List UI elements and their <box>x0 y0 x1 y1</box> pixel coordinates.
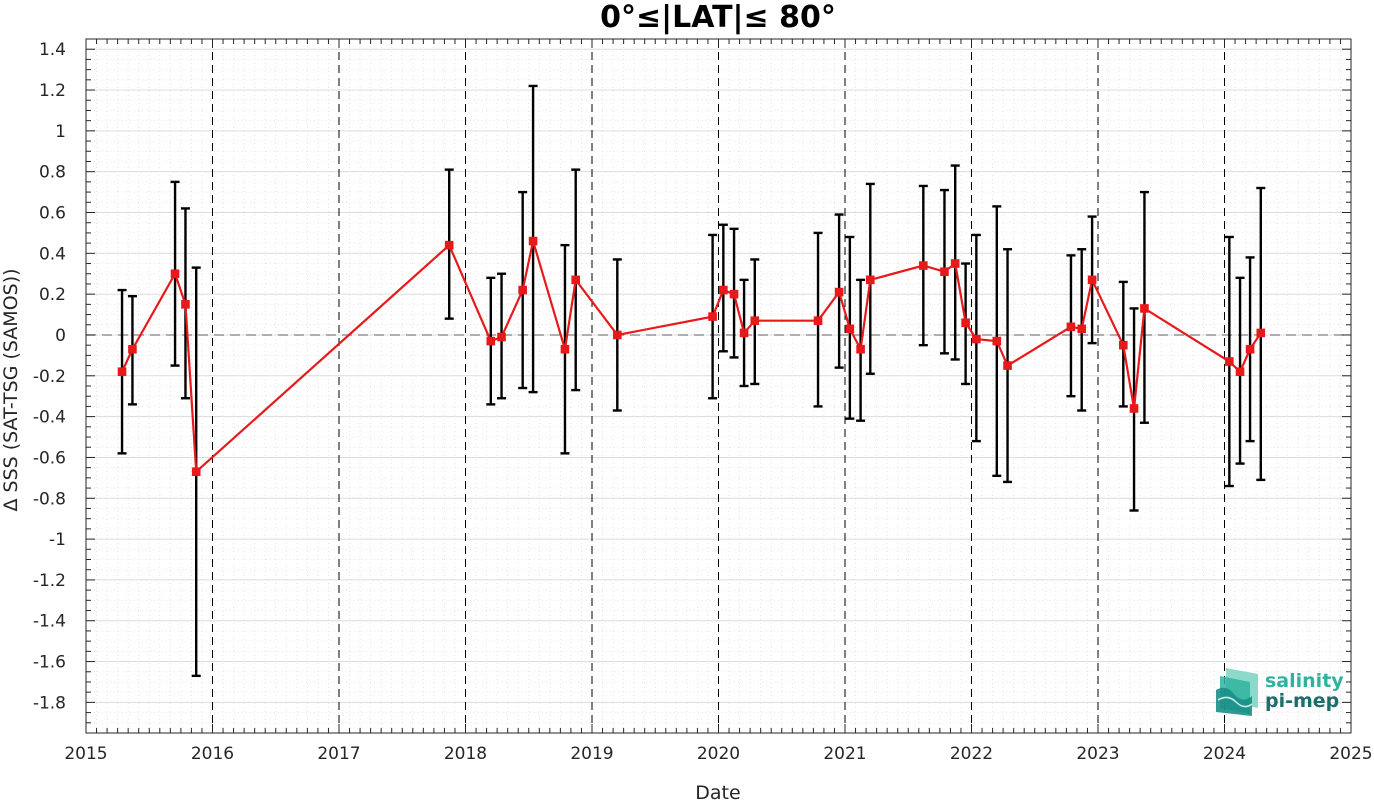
y-tick-label: -1.6 <box>33 653 66 673</box>
y-tick-label: 0.8 <box>39 163 66 183</box>
logo-text-pi-mep: pi-mep <box>1265 690 1339 712</box>
x-axis-title: Date <box>695 782 740 801</box>
data-point-marker <box>528 236 538 246</box>
data-point-marker <box>739 328 749 338</box>
chart-title: 0°≤|LAT|≤ 80° <box>600 0 836 35</box>
data-point-marker <box>117 367 127 377</box>
data-point-marker <box>1077 324 1087 334</box>
y-tick-label: -1.2 <box>33 571 66 591</box>
data-point-marker <box>1256 328 1266 338</box>
y-axis-title: Δ SSS (SAT-TSG (SAMOS)) <box>0 268 22 511</box>
y-tick-label: -1 <box>49 530 66 550</box>
axis-ticks <box>85 38 1351 734</box>
wave-logo-icon <box>1216 668 1258 716</box>
x-tick-label: 2023 <box>1076 744 1119 764</box>
data-point-marker <box>191 467 201 477</box>
data-point-marker <box>486 336 496 346</box>
data-point-marker <box>181 300 190 309</box>
data-point-marker <box>170 269 180 279</box>
y-tick-label: 1.4 <box>39 40 66 60</box>
y-tick-label: -0.2 <box>33 367 66 387</box>
data-point-marker <box>1235 367 1245 377</box>
x-tick-label: 2018 <box>444 744 487 764</box>
data-point-marker <box>708 312 717 321</box>
data-point-marker <box>729 289 739 299</box>
data-point-marker <box>834 287 844 297</box>
data-point-marker <box>1087 275 1097 285</box>
y-axis-tick-labels: -1.8 -1.6 -1.4 -1.2 -1 -0.8 -0.6 -0.4 -0.2 0 0.2 0.… <box>33 40 66 713</box>
y-tick-label: 1 <box>55 122 66 142</box>
data-point-marker <box>845 324 855 334</box>
series-markers <box>117 236 1266 477</box>
data-point-marker <box>497 332 506 342</box>
x-tick-label: 2015 <box>64 744 107 764</box>
data-point-marker <box>940 267 949 276</box>
data-point-marker <box>950 259 960 268</box>
x-tick-label: 2016 <box>191 744 234 764</box>
x-tick-label: 2017 <box>317 744 360 764</box>
data-point-marker <box>972 334 981 344</box>
data-point-marker <box>856 344 865 354</box>
y-tick-label: -0.8 <box>33 489 66 509</box>
y-tick-label: -1.4 <box>33 612 66 632</box>
data-point-marker <box>1066 322 1076 332</box>
data-point-marker <box>1119 340 1128 350</box>
series-line <box>121 240 1262 475</box>
y-tick-label: -1.8 <box>33 693 66 713</box>
y-tick-label: 0.4 <box>39 244 66 264</box>
y-tick-label: -0.6 <box>33 448 66 468</box>
salinity-pi-mep-logo: salinity pi-mep <box>1216 668 1344 716</box>
x-tick-label: 2025 <box>1329 744 1372 764</box>
x-axis-tick-labels: 2015 2016 2017 2018 2019 2020 2021 2022 2023 2024… <box>64 744 1372 764</box>
data-point-marker <box>444 240 454 250</box>
data-point-marker <box>1140 304 1149 313</box>
data-point-marker <box>613 330 622 340</box>
year-boundary-lines <box>212 39 1225 733</box>
x-tick-label: 2019 <box>570 744 613 764</box>
x-tick-label: 2020 <box>697 744 740 764</box>
data-point-marker <box>866 275 875 285</box>
data-point-marker <box>1245 344 1255 354</box>
data-point-marker <box>919 261 928 270</box>
y-tick-label: -0.4 <box>33 408 66 428</box>
y-tick-label: 0 <box>55 326 66 346</box>
data-point-marker <box>813 316 823 325</box>
data-point-marker <box>719 285 728 295</box>
y-tick-label: 0.2 <box>39 285 66 305</box>
data-point-marker <box>518 285 527 295</box>
data-point-marker <box>750 316 760 325</box>
x-tick-label: 2021 <box>823 744 866 764</box>
x-tick-label: 2022 <box>950 744 993 764</box>
logo-text-salinity: salinity <box>1265 670 1344 692</box>
data-point-marker <box>961 318 970 328</box>
y-tick-label: 1.2 <box>39 81 66 101</box>
data-point-marker <box>1129 404 1139 413</box>
data-point-marker <box>571 275 581 285</box>
data-point-marker <box>560 344 570 354</box>
y-tick-label: 0.6 <box>39 204 66 224</box>
data-point-marker <box>1003 361 1012 370</box>
data-point-marker <box>992 336 1002 346</box>
data-point-marker <box>128 344 137 354</box>
x-tick-label: 2024 <box>1203 744 1246 764</box>
data-point-marker <box>1225 357 1234 366</box>
